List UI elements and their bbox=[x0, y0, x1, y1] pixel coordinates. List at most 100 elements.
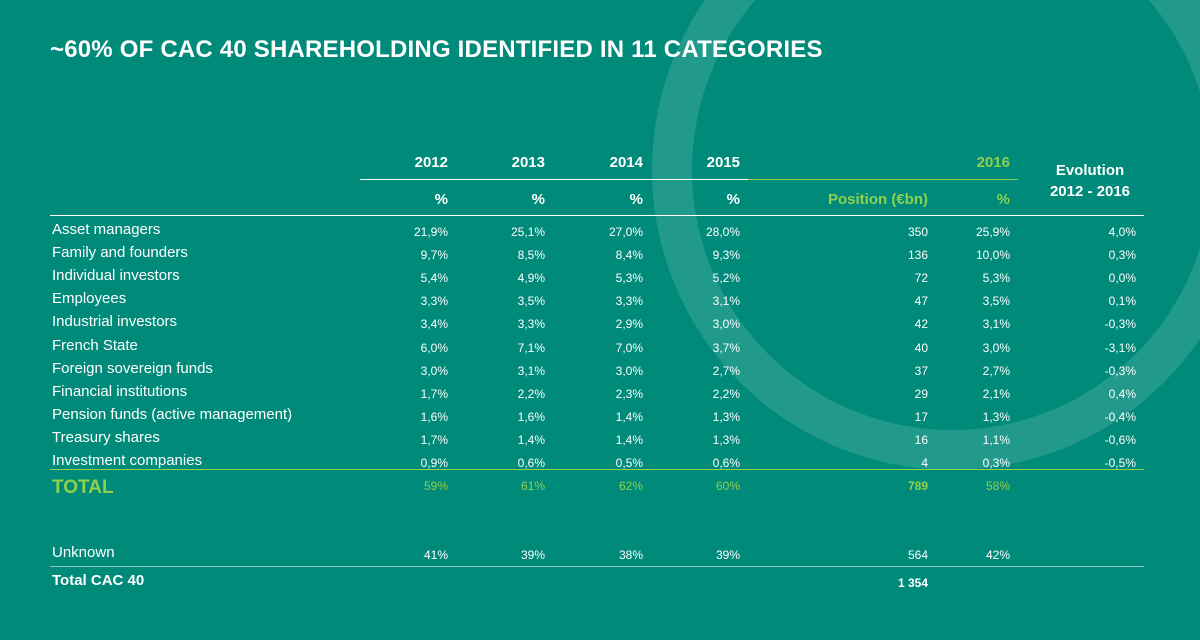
header-year-2013: 2013 bbox=[511, 154, 545, 171]
cell-y2015: 3,0% bbox=[712, 317, 740, 332]
cell-y2014: 5,3% bbox=[615, 271, 643, 286]
cell-y2016: 3,1% bbox=[982, 317, 1010, 332]
cell-evolution: -3,1% bbox=[1104, 340, 1136, 355]
total-2012: 59% bbox=[423, 479, 448, 493]
header-rule-green bbox=[748, 179, 1018, 180]
total-position: 789 bbox=[907, 479, 928, 493]
header-evolution-line2: 2012 - 2016 bbox=[1049, 183, 1131, 200]
header-evolution-line1: Evolution bbox=[1055, 162, 1125, 179]
row-label: Individual investors bbox=[52, 267, 180, 285]
cell-position: 42 bbox=[914, 317, 928, 332]
cell-y2012: 5,4% bbox=[420, 271, 448, 286]
cell-y2015: 2,7% bbox=[712, 363, 740, 378]
total-2013: 61% bbox=[520, 479, 545, 493]
total-2014: 62% bbox=[618, 479, 643, 493]
cell-position: 72 bbox=[914, 271, 928, 286]
cell-y2013: 3,3% bbox=[517, 317, 545, 332]
row-label: Asset managers bbox=[52, 221, 161, 238]
cell-y2013: 0,6% bbox=[517, 456, 545, 470]
cell-y2012: 0,9% bbox=[420, 456, 448, 470]
page-title: ~60% OF CAC 40 SHAREHOLDING IDENTIFIED I… bbox=[50, 36, 823, 63]
row-label: French State bbox=[52, 336, 138, 354]
header-year-2016: 2016 bbox=[976, 154, 1010, 171]
unknown-2012: 41% bbox=[423, 548, 448, 562]
cell-position: 16 bbox=[914, 432, 928, 447]
cell-evolution: 0,3% bbox=[1108, 248, 1136, 263]
cell-position: 350 bbox=[907, 225, 928, 239]
header-bottom-rule bbox=[50, 215, 1144, 216]
cell-evolution: -0,5% bbox=[1104, 456, 1136, 470]
cell-y2014: 2,3% bbox=[615, 386, 643, 401]
cell-y2012: 9,7% bbox=[420, 248, 448, 263]
cell-evolution: 0,4% bbox=[1108, 386, 1136, 401]
cell-y2013: 4,9% bbox=[517, 271, 545, 286]
cell-y2016: 1,1% bbox=[982, 432, 1010, 447]
header-evolution: Evolution 2012 - 2016 bbox=[1040, 160, 1140, 202]
cell-y2015: 0,6% bbox=[712, 456, 740, 470]
header-year-2014: 2014 bbox=[609, 154, 643, 171]
cell-y2014: 2,9% bbox=[615, 317, 643, 332]
cell-y2016: 25,9% bbox=[975, 225, 1010, 239]
cell-y2014: 0,5% bbox=[615, 456, 643, 470]
row-label: Foreign sovereign funds bbox=[52, 359, 213, 377]
cell-y2014: 3,3% bbox=[615, 294, 643, 309]
cell-y2016: 10,0% bbox=[975, 248, 1010, 263]
cell-y2013: 8,5% bbox=[517, 248, 545, 263]
header-year-2012: 2012 bbox=[414, 154, 448, 171]
unknown-label: Unknown bbox=[52, 544, 115, 561]
cell-y2014: 1,4% bbox=[615, 432, 643, 447]
cell-y2015: 9,3% bbox=[712, 248, 740, 263]
cell-y2012: 3,0% bbox=[420, 363, 448, 378]
cell-y2012: 1,7% bbox=[420, 386, 448, 401]
cell-y2016: 1,3% bbox=[982, 409, 1010, 424]
subheader-position: Position (€bn) bbox=[828, 191, 928, 208]
subheader-2013: % bbox=[531, 191, 545, 208]
cell-position: 4 bbox=[921, 456, 928, 470]
cell-y2013: 1,4% bbox=[517, 432, 545, 447]
cell-y2015: 2,2% bbox=[712, 386, 740, 401]
cell-y2013: 7,1% bbox=[517, 340, 545, 355]
cell-y2014: 3,0% bbox=[615, 363, 643, 378]
cell-y2016: 3,0% bbox=[982, 340, 1010, 355]
cell-position: 17 bbox=[914, 409, 928, 424]
cell-evolution: 4,0% bbox=[1108, 225, 1136, 239]
header-rule-white bbox=[360, 179, 748, 180]
cell-y2014: 1,4% bbox=[615, 409, 643, 424]
row-label: Treasury shares bbox=[52, 428, 160, 446]
subheader-2012: % bbox=[434, 191, 448, 208]
cell-y2012: 3,4% bbox=[420, 317, 448, 332]
row-label: Pension funds (active management) bbox=[52, 405, 293, 423]
cell-position: 40 bbox=[914, 340, 928, 355]
total-2015: 60% bbox=[715, 479, 740, 493]
cell-y2015: 1,3% bbox=[712, 432, 740, 447]
row-label: Employees bbox=[52, 290, 127, 308]
row-label: Financial institutions bbox=[52, 382, 188, 400]
cell-y2015: 28,0% bbox=[705, 225, 740, 239]
row-label: Industrial investors bbox=[52, 313, 178, 331]
cell-y2012: 1,6% bbox=[420, 409, 448, 424]
cell-y2014: 27,0% bbox=[608, 225, 643, 239]
cell-y2012: 6,0% bbox=[420, 340, 448, 355]
subheader-2014: % bbox=[629, 191, 643, 208]
cell-y2013: 2,2% bbox=[517, 386, 545, 401]
cell-y2013: 1,6% bbox=[517, 409, 545, 424]
cell-y2012: 3,3% bbox=[420, 294, 448, 309]
unknown-2013: 39% bbox=[520, 548, 545, 562]
cell-position: 29 bbox=[914, 386, 928, 401]
unknown-rule bbox=[50, 566, 1144, 567]
total-rule bbox=[50, 469, 1144, 470]
cell-evolution: 0,0% bbox=[1108, 271, 1136, 286]
cell-y2013: 25,1% bbox=[510, 225, 545, 239]
row-label: Family and founders bbox=[52, 244, 188, 262]
unknown-position: 564 bbox=[907, 548, 928, 562]
cell-evolution: -0,3% bbox=[1104, 363, 1136, 378]
cell-y2012: 1,7% bbox=[420, 432, 448, 447]
cell-y2014: 8,4% bbox=[615, 248, 643, 263]
cell-y2012: 21,9% bbox=[413, 225, 448, 239]
unknown-2015: 39% bbox=[715, 548, 740, 562]
cell-y2015: 3,7% bbox=[712, 340, 740, 355]
cell-position: 37 bbox=[914, 363, 928, 378]
cell-y2016: 3,5% bbox=[982, 294, 1010, 309]
cell-position: 47 bbox=[914, 294, 928, 309]
cell-y2016: 5,3% bbox=[982, 271, 1010, 286]
